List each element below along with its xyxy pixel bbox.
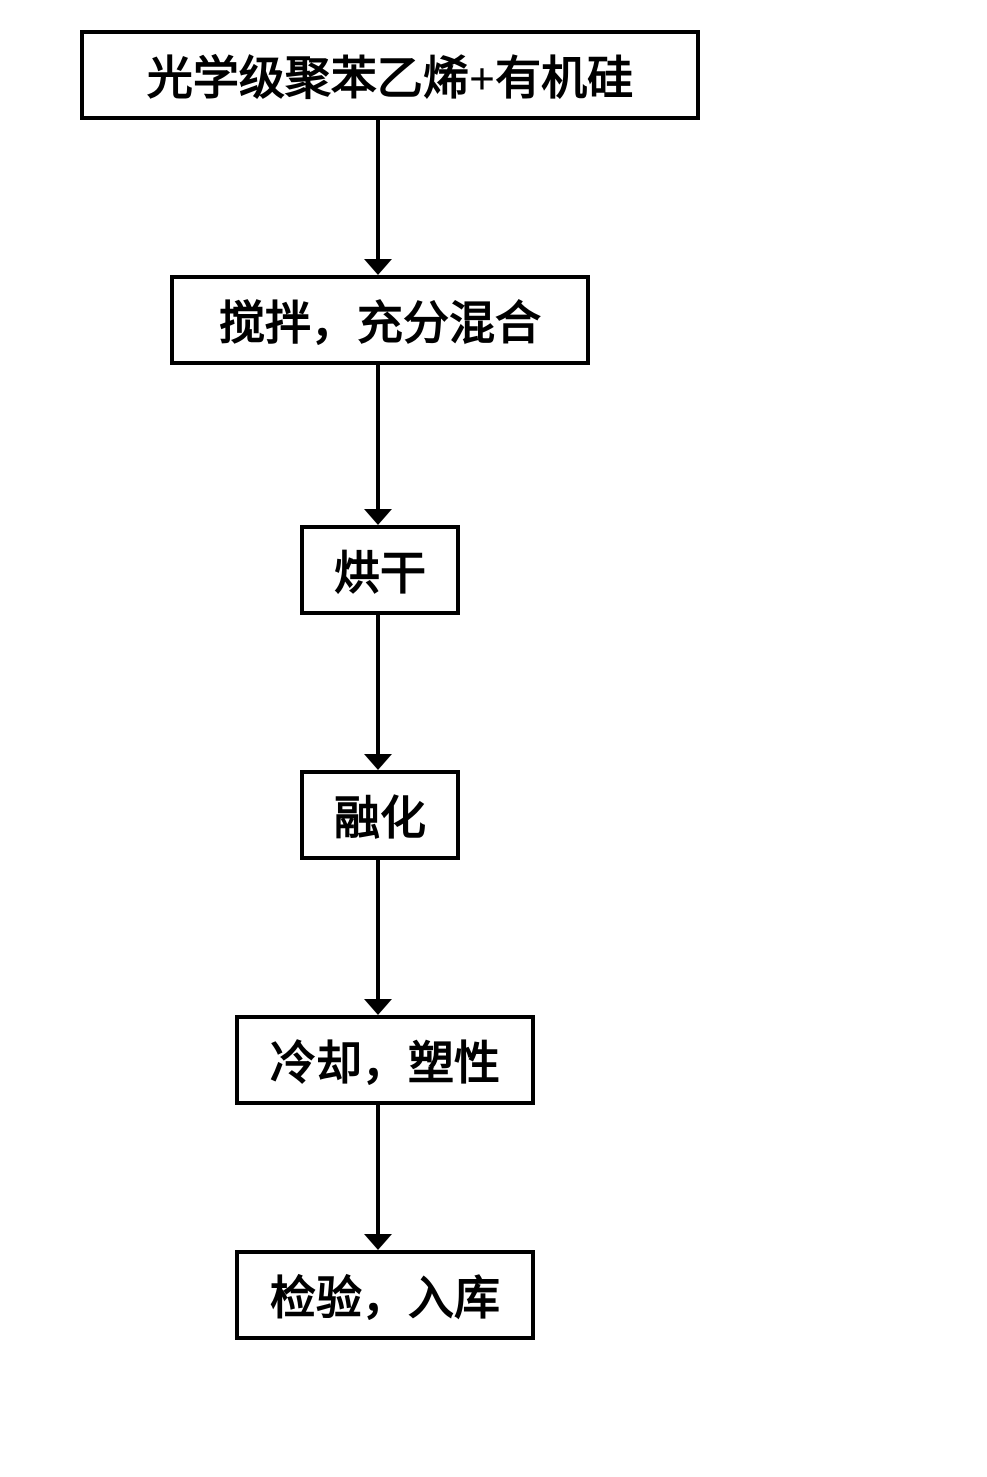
arrow-line [376, 120, 380, 261]
flowchart-node-node4: 融化 [300, 770, 460, 860]
flowchart-node-node2: 搅拌，充分混合 [170, 275, 590, 365]
arrow-line [376, 860, 380, 1001]
node-label: 检验，入库 [270, 1262, 500, 1328]
node-label: 烘干 [334, 537, 426, 603]
arrow-head-icon [364, 1234, 392, 1253]
node-label: 光学级聚苯乙烯+有机硅 [147, 42, 633, 108]
flowchart-node-node3: 烘干 [300, 525, 460, 615]
arrow-head-icon [364, 509, 392, 528]
flowchart-node-node6: 检验，入库 [235, 1250, 535, 1340]
arrow-head-icon [364, 999, 392, 1018]
flowchart-node-node1: 光学级聚苯乙烯+有机硅 [80, 30, 700, 120]
arrow-line [376, 615, 380, 756]
node-label: 搅拌，充分混合 [219, 287, 541, 353]
arrow-head-icon [364, 259, 392, 278]
node-label: 冷却，塑性 [270, 1027, 500, 1093]
node-label: 融化 [334, 782, 426, 848]
flowchart-node-node5: 冷却，塑性 [235, 1015, 535, 1105]
arrow-line [376, 365, 380, 511]
arrow-line [376, 1105, 380, 1236]
arrow-head-icon [364, 754, 392, 773]
